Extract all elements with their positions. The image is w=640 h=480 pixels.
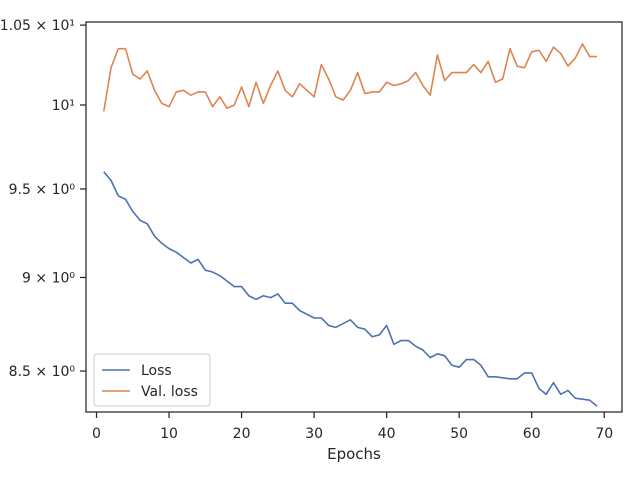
plot-area [85,21,623,413]
x-axis-title: Epochs [327,445,381,463]
series-line-val-loss [102,43,597,112]
x-tick-label: 50 [450,426,468,442]
y-tick-label: 9 × 10⁰ [22,270,75,286]
x-tick-label: 10 [160,426,178,442]
x-tick-label: 30 [305,426,323,442]
plot-frame [85,21,623,413]
x-tick-label: 0 [92,426,101,442]
legend-box [93,353,211,407]
legend: Loss Val. loss [93,353,211,407]
y-tick-label: 1.05 × 10¹ [0,18,75,34]
y-tick-label: 8.5 × 10⁰ [9,364,76,380]
y-tick-label: 9.5 × 10⁰ [9,182,76,198]
x-tick-label: 70 [595,426,613,442]
y-tick-label: 10¹ [52,98,75,114]
series-layer [102,43,598,407]
y-axis: 8.5 × 10⁰ 9 × 10⁰ 9.5 × 10⁰ 10¹ 1.05 × 10¹ [0,18,86,380]
x-tick-label: 20 [233,426,251,442]
x-tick-label: 60 [523,426,541,442]
x-axis: 0 10 20 30 40 50 60 70 [92,412,613,442]
legend-label-val-loss: Val. loss [141,384,198,400]
series-line-loss [103,171,598,407]
legend-label-loss: Loss [141,363,172,379]
x-tick-label: 40 [378,426,396,442]
